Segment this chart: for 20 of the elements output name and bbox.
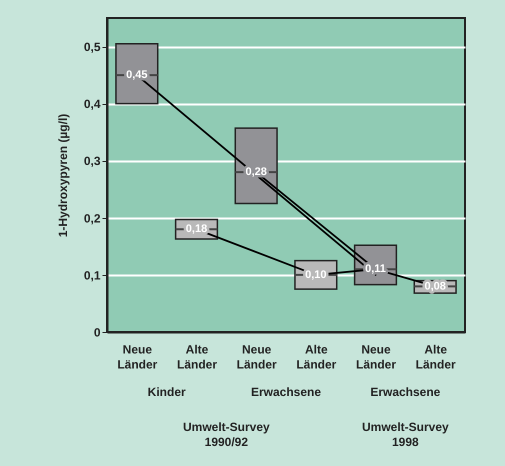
x-tick-label: Neue Länder — [356, 342, 396, 372]
text: Kinder — [148, 385, 186, 399]
y-tick-label: 0,4 — [84, 97, 101, 112]
text: 0,18 — [186, 223, 208, 236]
y-tick-label: 0,5 — [84, 40, 101, 54]
y-tick-label: 0,1 — [84, 268, 101, 282]
text: Erwachsene — [370, 385, 441, 399]
x-tick-label: Alte Länder — [176, 342, 218, 372]
x-tick-label: Neue Länder — [236, 342, 277, 372]
y-tick-label: 0,2 — [84, 211, 101, 226]
x-tick-label: Neue Länder — [117, 342, 158, 372]
y-tick-label: 0 — [94, 326, 101, 340]
text: Umwelt-Survey 1990/92 — [182, 420, 270, 449]
text: Erwachsene — [250, 385, 322, 399]
x-tick-label: Alte Länder — [296, 342, 337, 372]
x-tick-label: Alte Länder — [416, 342, 456, 372]
y-tick-label: 0,3 — [84, 154, 101, 168]
y-axis-title: 1-Hydroxypyren (µg/l) — [56, 114, 70, 238]
text: Umwelt-Survey 1998 — [362, 420, 450, 449]
text: 0,11 — [365, 263, 386, 276]
